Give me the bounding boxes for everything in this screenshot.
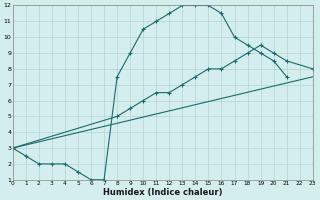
X-axis label: Humidex (Indice chaleur): Humidex (Indice chaleur) <box>103 188 222 197</box>
